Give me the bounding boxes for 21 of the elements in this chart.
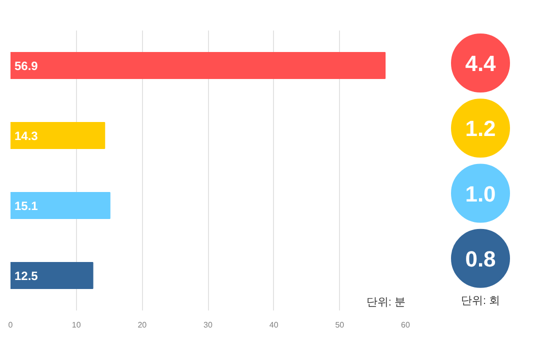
data-label: 14.3 — [14, 129, 38, 143]
data-label: 56.9 — [14, 59, 38, 73]
x-tick-label: 40 — [269, 320, 279, 330]
data-label: 12.5 — [14, 269, 38, 283]
bar — [10, 122, 106, 149]
x-tick-label: 60 — [401, 320, 410, 330]
data-label: 15.1 — [14, 199, 38, 213]
bar — [10, 262, 94, 289]
x-tick-label: 10 — [72, 320, 82, 330]
x-tick-label: 0 — [8, 320, 14, 330]
bar — [10, 52, 386, 79]
x-tick-label: 20 — [138, 320, 148, 330]
annotation: 단위: 분 — [366, 296, 406, 308]
bar — [10, 192, 110, 219]
text: 단위: 회 — [460, 294, 500, 307]
data-label: 1.0 — [465, 181, 496, 206]
x-tick-label: 50 — [335, 320, 345, 330]
data-label: 4.4 — [465, 51, 497, 76]
data-label: 1.2 — [465, 116, 496, 142]
data-label: 0.8 — [465, 246, 496, 272]
x-tick-label: 30 — [204, 320, 213, 330]
